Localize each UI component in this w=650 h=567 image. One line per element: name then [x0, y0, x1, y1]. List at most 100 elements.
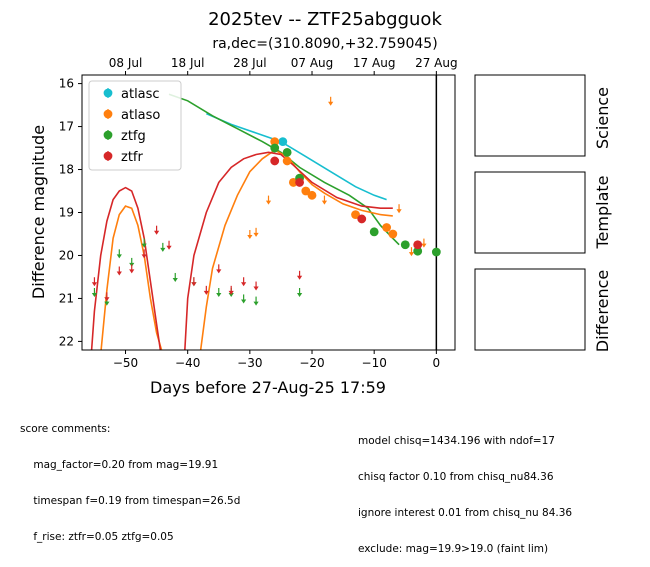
detection-ztfg [282, 147, 292, 157]
x-tick-label: 0 [433, 356, 441, 370]
model-comment-line: chisq factor 0.10 from chisq_nu84.36 [358, 471, 554, 483]
upper-limit-ztfg [172, 272, 178, 282]
detection-atlaso [301, 186, 311, 196]
upper-limit-ztfr [141, 249, 147, 259]
upper-limit-ztfg [253, 296, 259, 306]
score-comment-line: score comments: [20, 423, 111, 435]
detection-atlaso [351, 210, 360, 220]
legend-entry-atlasc: atlasc [103, 87, 160, 102]
model-comments: model chisq=1434.196 with ndof=17 chisq … [358, 411, 572, 567]
detection-atlaso [282, 156, 292, 166]
legend-frame [88, 80, 182, 171]
chart-title: 2025tev -- ZTF25abgguok [208, 9, 442, 30]
difference-panel [474, 268, 586, 351]
science-panel-label: Science [593, 87, 612, 149]
upper-limit-ztfr [241, 277, 247, 287]
model-curve-atlasc [205, 112, 387, 201]
y-tick-label: 18 [59, 163, 74, 177]
y-tick-label: 16 [59, 77, 74, 91]
upper-limit-ztfr [253, 281, 259, 291]
y-axis-label: Difference magnitude [29, 125, 48, 299]
upper-limit-ztfr [116, 266, 122, 276]
x-tick-label: −40 [175, 356, 200, 370]
detection-atlasc [278, 137, 288, 147]
upper-limit-ztfr [129, 264, 135, 274]
detection-ztfg [413, 246, 423, 256]
score-comment-line: timespan f=0.19 from timespan=26.5d [20, 495, 241, 507]
detection-ztfr [270, 156, 280, 166]
y-tick-label: 20 [59, 248, 74, 262]
detection-atlaso [307, 190, 317, 200]
detection-ztfr [413, 240, 423, 250]
detection-ztfr [357, 214, 367, 224]
detection-ztfg [369, 227, 379, 237]
y-tick-label: 19 [59, 206, 74, 220]
legend-label: ztfg [121, 129, 146, 144]
legend-entry-ztfg: ztfg [103, 129, 146, 144]
detection-atlaso [270, 137, 280, 147]
y-tick-label: 21 [59, 291, 74, 305]
model-curve-ztfr [90, 151, 393, 350]
top-tick-label: 08 Jul [109, 56, 143, 70]
score-comment-line: f_rise: ztfr=0.05 ztfg=0.05 [20, 531, 174, 543]
upper-limit-ztfr [296, 270, 303, 280]
upper-limit-atlaso [421, 238, 427, 248]
template-panel [474, 171, 586, 254]
x-axis-label: Days before 27-Aug-25 17:59 [150, 378, 386, 397]
upper-limit-ztfg [241, 294, 247, 304]
detection-ztfg [431, 247, 441, 257]
detection-ztfg [270, 143, 280, 153]
legend-label: atlaso [121, 108, 160, 123]
upper-limit-atlaso [265, 195, 272, 205]
upper-limit-ztfg [116, 249, 122, 259]
score-comment-line: mag_factor=0.20 from mag=19.91 [20, 459, 219, 471]
light-curve-chart: 2025tev -- ZTF25abgguok ra,dec=(310.8090… [29, 9, 612, 397]
upper-limit-ztfg [160, 242, 166, 252]
upper-limit-atlaso [253, 227, 259, 237]
upper-limit-atlaso [247, 229, 253, 239]
model-curve-ztfg [168, 93, 400, 246]
x-tick-label: −20 [299, 356, 324, 370]
model-curve-atlaso [100, 149, 393, 350]
model-comment-line: exclude: mag=19.9>19.0 (faint lim) [358, 543, 549, 555]
detection-atlaso [388, 229, 398, 239]
y-tick-label: 22 [59, 334, 74, 348]
chart-subtitle: ra,dec=(310.8090,+32.759045) [212, 36, 437, 52]
legend-entry-atlaso: atlaso [103, 108, 160, 123]
y-tick-label: 17 [59, 120, 74, 134]
upper-limit-ztfr [166, 240, 172, 250]
top-tick-label: 07 Aug [291, 56, 334, 70]
upper-limit-atlaso [328, 96, 334, 106]
top-tick-label: 28 Jul [233, 56, 267, 70]
upper-limit-atlaso [408, 247, 415, 257]
difference-panel-label: Difference [593, 270, 612, 352]
top-tick-label: 27 Aug [415, 56, 458, 70]
template-panel-label: Template [593, 175, 612, 249]
upper-limit-ztfg [216, 287, 222, 297]
legend-label: ztfr [121, 150, 143, 165]
legend-label: atlasc [121, 87, 160, 102]
upper-limit-ztfr [228, 285, 234, 295]
upper-limit-ztfr [91, 277, 98, 287]
detection-atlaso [382, 223, 392, 232]
top-tick-label: 18 Jul [171, 56, 205, 70]
legend-entry-ztfr: ztfr [103, 150, 143, 165]
upper-limit-ztfr [154, 225, 160, 235]
upper-limit-atlaso [321, 195, 328, 205]
upper-limit-ztfg [141, 238, 147, 248]
upper-limit-ztfg [91, 287, 98, 297]
model-comment-line: model chisq=1434.196 with ndof=17 [358, 435, 555, 447]
model-comment-line: ignore interest 0.01 from chisq_nu 84.36 [358, 507, 573, 519]
upper-limit-ztfr [104, 292, 110, 302]
x-tick-label: −30 [237, 356, 262, 370]
detection-atlaso [288, 178, 298, 187]
x-tick-label: −50 [113, 356, 138, 370]
top-tick-label: 17 Aug [353, 56, 396, 70]
detection-ztfg [400, 240, 410, 250]
score-comments: score comments: mag_factor=0.20 from mag… [20, 399, 240, 555]
science-panel [474, 74, 586, 157]
upper-limit-atlaso [396, 204, 402, 214]
x-tick-label: −10 [362, 356, 387, 370]
upper-limit-ztfr [203, 285, 209, 295]
upper-limit-ztfr [191, 277, 197, 287]
